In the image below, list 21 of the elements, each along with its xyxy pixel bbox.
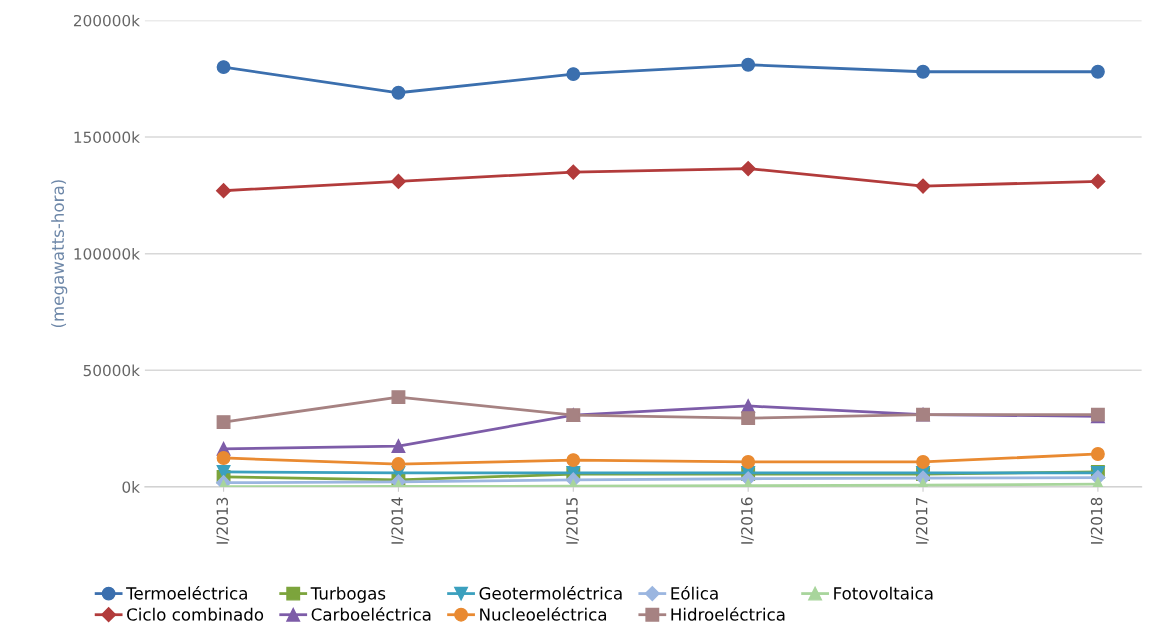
legend-label: Carboeléctrica (311, 607, 431, 621)
y-tick-label: 100000k (74, 247, 140, 260)
x-tick-label: I/2013 (216, 497, 230, 544)
x-tick-label: I/2016 (741, 497, 754, 544)
legend-label: Hidroeléctrica (671, 607, 785, 621)
y-tick-label: 50000k (83, 364, 140, 377)
legend-label: Turbogas (310, 586, 386, 603)
y-tick-label: 0k (122, 481, 140, 493)
y-axis-title: (megawatts-hora) (51, 180, 68, 328)
y-tick-label: 200000k (73, 14, 140, 27)
y-tick-label: 150000k (74, 131, 140, 144)
x-tick-label: I/2017 (915, 497, 929, 544)
legend-label: Eólica (671, 586, 718, 600)
legend-label: Termoeléctrica (126, 586, 247, 600)
x-tick-label: I/2014 (391, 497, 405, 544)
x-tick-label: I/2018 (1090, 497, 1104, 544)
x-tick-label: I/2015 (566, 497, 579, 544)
legend-label: Ciclo combinado (127, 607, 264, 621)
legend-label: Geotermoléctrica (479, 586, 622, 600)
legend-label: Fotovoltaica (834, 586, 933, 600)
legend-label: Nucleoeléctrica (480, 607, 607, 621)
